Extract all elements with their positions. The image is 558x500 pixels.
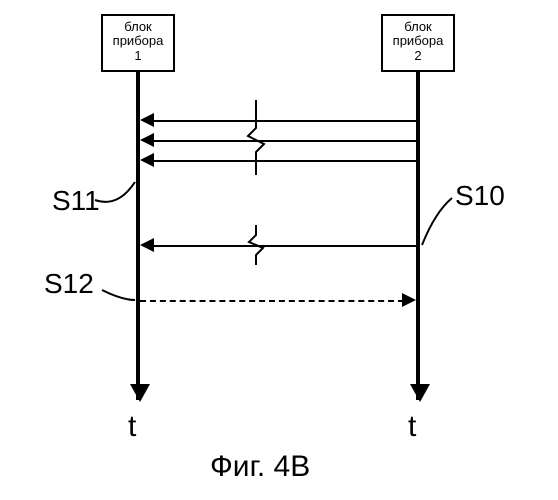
message-line	[152, 160, 416, 162]
annotation-S11: S11	[52, 185, 100, 217]
arrowhead-left	[140, 238, 154, 252]
annotation-connector-S12	[0, 0, 558, 500]
annotation-connector-S10	[0, 0, 558, 500]
sequence-diagram: блокприбора1tблокприбора2tS11S12S10Фиг. …	[0, 0, 558, 500]
time-axis-label-device1: t	[128, 410, 136, 444]
lifeline-arrowhead	[410, 384, 430, 402]
lifeline-box-label: 2	[385, 49, 451, 63]
arrowhead-left	[140, 113, 154, 127]
discontinuity-mark	[236, 95, 276, 275]
lifeline-box-label: 1	[105, 49, 171, 63]
lifeline-box-label: прибора	[385, 34, 451, 48]
time-axis-label-device2: t	[408, 410, 416, 444]
lifeline-device2	[416, 72, 420, 400]
arrowhead-left	[140, 133, 154, 147]
annotation-S10: S10	[455, 180, 505, 212]
message-line	[152, 245, 416, 247]
lifeline-box-device2: блокприбора2	[381, 14, 455, 72]
message-line	[140, 300, 404, 302]
arrowhead-right	[402, 293, 416, 307]
lifeline-box-label: блок	[385, 20, 451, 34]
annotation-S12: S12	[44, 268, 94, 300]
lifeline-box-device1: блокприбора1	[101, 14, 175, 72]
message-line	[152, 140, 416, 142]
arrowhead-left	[140, 153, 154, 167]
message-line	[152, 120, 416, 122]
lifeline-arrowhead	[130, 384, 150, 402]
annotation-connector-S11	[0, 0, 558, 500]
lifeline-box-label: прибора	[105, 34, 171, 48]
figure-caption: Фиг. 4B	[210, 450, 310, 484]
lifeline-box-label: блок	[105, 20, 171, 34]
